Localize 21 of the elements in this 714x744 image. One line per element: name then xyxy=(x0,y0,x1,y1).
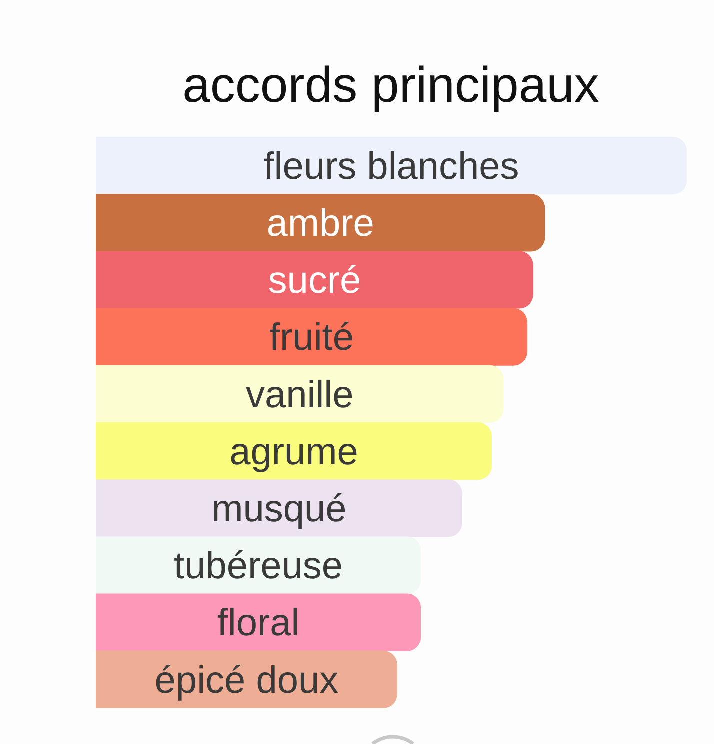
bar xyxy=(96,137,687,195)
bar xyxy=(96,422,492,480)
bar xyxy=(96,308,528,366)
y-tick-label: épicé doux xyxy=(154,660,339,702)
bar xyxy=(96,480,462,538)
y-tick-label: tubéreuse xyxy=(174,546,344,588)
bar xyxy=(96,365,504,423)
y-tick-label: fruité xyxy=(269,317,354,360)
bar xyxy=(96,594,422,652)
y-tick-label: agrume xyxy=(230,431,358,474)
y-tick-label: musqué xyxy=(212,488,347,530)
y-tick-label: ambre xyxy=(266,202,374,245)
y-tick-label: sucré xyxy=(268,260,362,302)
chart-title: accords principaux xyxy=(182,57,600,113)
bar xyxy=(96,650,398,708)
y-tick-label: floral xyxy=(217,602,300,645)
bar xyxy=(96,194,546,252)
y-tick-label: vanille xyxy=(246,374,354,416)
bar xyxy=(96,251,534,309)
bar xyxy=(96,536,422,594)
y-tick-label: fleurs blanches xyxy=(264,146,520,188)
